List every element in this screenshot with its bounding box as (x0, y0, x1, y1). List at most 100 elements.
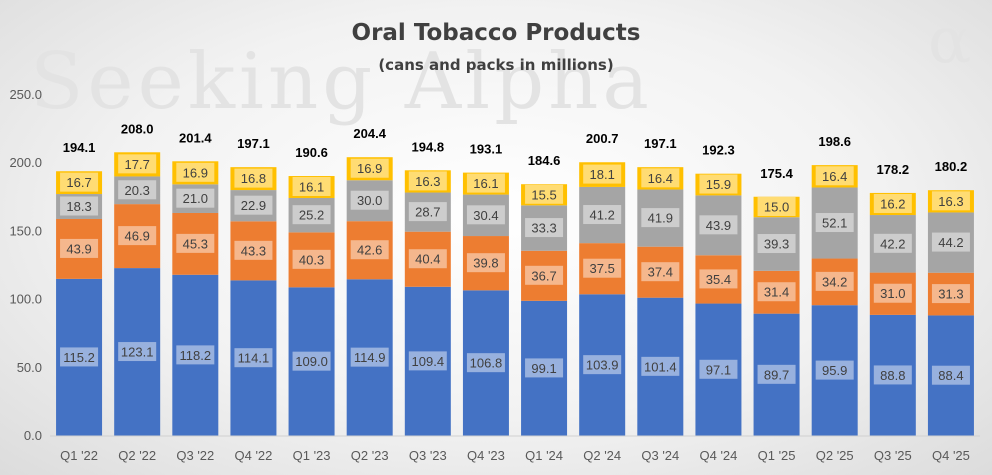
segment-label: 15.9 (706, 177, 731, 192)
segment-label-box (873, 365, 912, 385)
bar-segment (346, 157, 393, 181)
x-tick-label: Q3 '22 (176, 448, 214, 463)
segment-label-box (292, 205, 331, 225)
total-label: 204.4 (353, 126, 386, 141)
bar-segment (172, 274, 219, 436)
x-tick-label: Q2 '22 (118, 448, 156, 463)
x-tick-label: Q1 '23 (293, 448, 331, 463)
bar-segment (579, 186, 626, 244)
segment-label: 16.9 (183, 165, 208, 180)
segment-label-box (583, 164, 622, 184)
total-label: 197.1 (644, 136, 677, 151)
bar-segment (811, 187, 858, 259)
bar-segment (288, 197, 335, 233)
x-tick-label: Q4 '23 (467, 448, 505, 463)
segment-label-box (176, 345, 215, 365)
bar-segment (114, 268, 161, 436)
segment-label-box (757, 282, 796, 302)
total-label: 201.4 (179, 130, 212, 145)
total-label: 208.0 (121, 121, 154, 136)
bar-segment (637, 167, 684, 190)
bar-segment (230, 221, 277, 281)
bar-segment (346, 221, 393, 280)
total-label: 194.1 (63, 140, 96, 155)
segment-label-box (408, 351, 447, 371)
bar-segment (753, 270, 800, 314)
bar-segment (462, 194, 509, 237)
bar-segment (172, 161, 219, 185)
segment-label: 15.0 (764, 199, 789, 214)
watermark: Seeking Alpha (30, 37, 653, 127)
segment-label: 35.4 (706, 272, 731, 287)
segment-label-box (873, 233, 912, 253)
segment-label-box (583, 258, 622, 278)
segment-label-box (466, 353, 505, 373)
y-tick-label: 100.0 (9, 292, 42, 307)
segment-label: 41.2 (590, 208, 615, 223)
total-label: 197.1 (237, 136, 270, 151)
bar-segment (927, 190, 974, 213)
bar-segment (811, 305, 858, 436)
segment-label: 22.9 (241, 198, 266, 213)
total-label: 178.2 (877, 162, 910, 177)
segment-label-box (60, 347, 99, 367)
x-tick-label: Q2 '24 (583, 448, 621, 463)
total-label: 200.7 (586, 131, 619, 146)
segment-label-box (641, 356, 680, 376)
bar-segment (695, 255, 742, 304)
chart-subtitle: (cans and packs in millions) (378, 56, 613, 74)
segment-label: 16.1 (299, 180, 324, 195)
segment-label-box (234, 240, 273, 260)
segment-label-box (176, 233, 215, 253)
segment-label: 114.9 (354, 350, 386, 365)
bar-segment (927, 315, 974, 436)
segment-label-box (234, 195, 273, 215)
segment-label: 45.3 (183, 236, 208, 251)
segment-label-box (350, 190, 389, 210)
bar-segment (521, 205, 568, 251)
segment-label: 43.9 (66, 241, 91, 256)
segment-label: 95.9 (822, 363, 847, 378)
x-tick-label: Q4 '24 (699, 448, 737, 463)
segment-label-box (815, 271, 854, 291)
x-axis: Q1 '22 Q2 '22 Q3 '22 Q4 '22 Q1 '23 Q2 '23 Q3 '… (50, 435, 980, 463)
bar-segment (114, 204, 161, 269)
segment-label-box (815, 213, 854, 233)
segment-label: 16.7 (66, 175, 91, 190)
segment-label: 109.4 (412, 354, 445, 369)
bar-segment (114, 152, 161, 177)
segment-label: 114.1 (238, 351, 270, 366)
segment-label: 18.3 (66, 199, 91, 214)
segment-label: 115.2 (63, 350, 95, 365)
segment-label: 25.2 (299, 208, 324, 223)
segment-label-box (525, 358, 564, 378)
segment-label: 16.3 (415, 174, 440, 189)
segment-label: 106.8 (470, 356, 503, 371)
segment-label: 16.3 (938, 194, 963, 209)
bar-segment (695, 303, 742, 436)
segment-label: 37.5 (590, 261, 615, 276)
segment-label-box (408, 171, 447, 191)
bar-segment (753, 196, 800, 218)
bar-segment (927, 212, 974, 273)
bar-segment (346, 180, 393, 222)
segment-label-box (234, 168, 273, 188)
segment-label-box (757, 364, 796, 384)
segment-label-box (234, 348, 273, 368)
segment-label-box (292, 351, 331, 371)
x-tick-label: Q1 '24 (525, 448, 563, 463)
bar-segment (869, 215, 916, 273)
bar-segment (462, 236, 509, 291)
segment-label: 43.9 (706, 218, 731, 233)
bar-segment (521, 184, 568, 206)
segment-label: 40.3 (299, 252, 324, 267)
bar-segment (462, 290, 509, 436)
bar-segment (462, 172, 509, 195)
segment-label-box (292, 177, 331, 197)
bar-segment (230, 167, 277, 191)
segment-label-box (176, 188, 215, 208)
segment-label-box (350, 158, 389, 178)
segment-label: 103.9 (586, 358, 619, 373)
segment-label-box (176, 162, 215, 182)
